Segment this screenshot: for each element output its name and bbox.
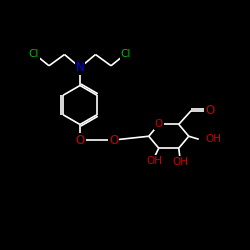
Text: N: N <box>76 61 84 74</box>
Text: OH: OH <box>206 134 222 144</box>
Text: OH: OH <box>146 156 162 166</box>
Text: O: O <box>76 134 84 146</box>
Text: Cl: Cl <box>29 49 39 59</box>
Text: Cl: Cl <box>121 49 131 59</box>
Text: OH: OH <box>172 157 188 167</box>
Text: O: O <box>109 134 118 146</box>
Text: O: O <box>154 119 163 129</box>
Text: O: O <box>205 104 214 117</box>
